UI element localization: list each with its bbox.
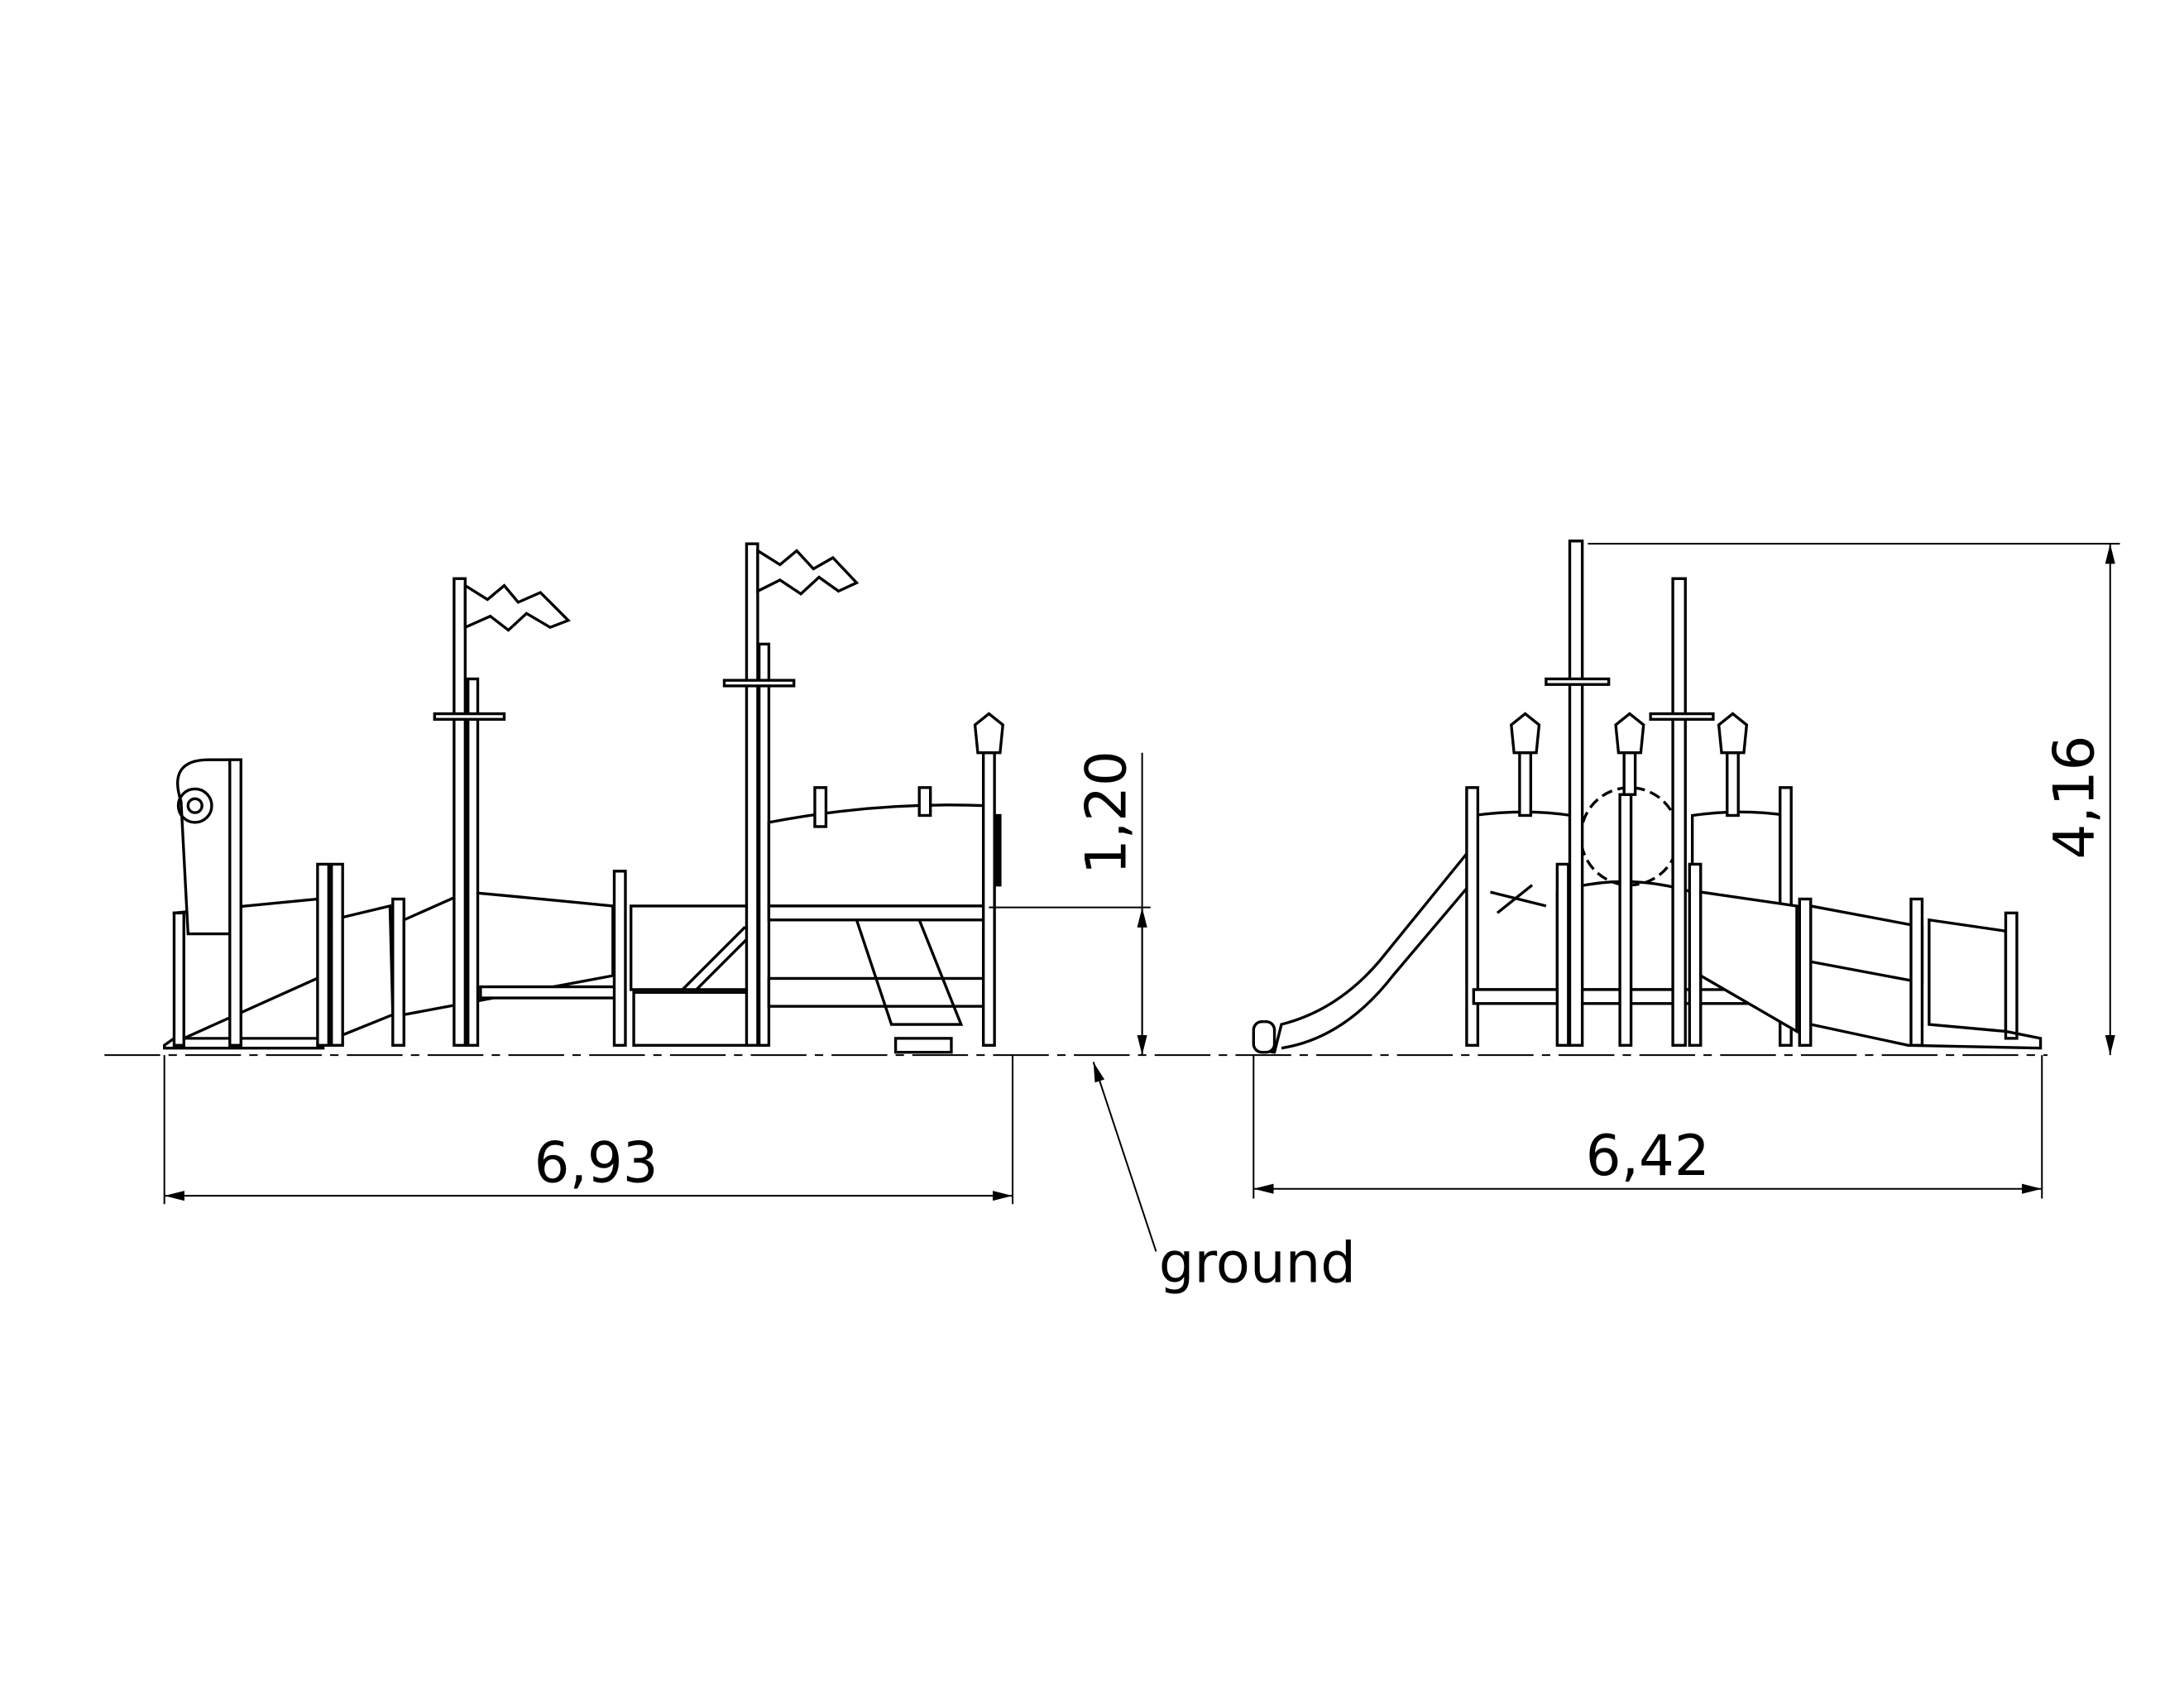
dimension-label: 6,93 <box>534 1129 659 1195</box>
side-view <box>162 542 1005 1054</box>
front-view <box>1252 539 2043 1054</box>
dimension-label: 1,20 <box>1073 750 1138 875</box>
dimension-label: 6,42 <box>1586 1123 1710 1188</box>
dimension-label: 4,16 <box>2042 736 2107 860</box>
leader-line <box>1092 1062 1157 1252</box>
ground-callout: ground <box>1159 1230 1356 1296</box>
dimensions: 6,93 6,42 1,20 4,16 ground <box>163 543 2120 1296</box>
